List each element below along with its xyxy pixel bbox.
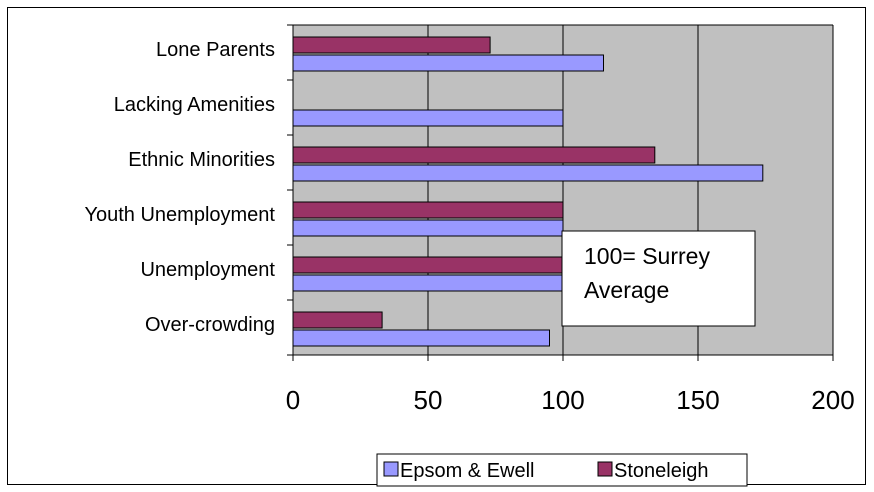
category-label-lone-parents: Lone Parents	[156, 39, 275, 61]
legend-box	[376, 453, 748, 487]
annotation-line-2: Average	[584, 277, 669, 303]
x-tick-label-50: 50	[414, 385, 443, 415]
bar-stoneleigh-ethnic-minorities	[292, 146, 656, 164]
bar-epsom-ewell-lacking-amenities	[292, 109, 564, 127]
legend: Epsom & Ewell Stoneleigh	[376, 453, 748, 487]
annotation-box: 100= Surrey Average	[561, 230, 756, 327]
legend-swatch-stoneleigh	[597, 461, 613, 477]
bar-epsom-ewell-unemployment	[292, 274, 564, 292]
bar-stoneleigh-unemployment	[292, 256, 564, 274]
legend-label-stoneleigh: Stoneleigh	[614, 460, 709, 482]
category-label-over-crowding: Over-crowding	[145, 314, 275, 336]
bar-epsom-ewell-ethnic-minorities	[292, 164, 764, 182]
axes	[287, 24, 834, 361]
x-tick-label-200: 200	[811, 385, 854, 415]
x-tick-label-0: 0	[286, 385, 300, 415]
x-tick-label-100: 100	[541, 385, 584, 415]
bar-epsom-ewell-youth-unemployment	[292, 219, 564, 237]
annotation-line-1: 100= Surrey	[584, 243, 710, 269]
category-label-ethnic-minorities: Ethnic Minorities	[128, 149, 275, 171]
bars	[292, 36, 764, 347]
bar-stoneleigh-over-crowding	[292, 311, 383, 329]
category-label-youth-unemployment: Youth Unemployment	[85, 204, 276, 226]
category-label-lacking-amenities: Lacking Amenities	[114, 94, 275, 116]
x-tick-labels: 0 50 100 150 200	[286, 385, 855, 415]
bar-stoneleigh-youth-unemployment	[292, 201, 564, 219]
legend-label-epsom-ewell: Epsom & Ewell	[400, 460, 535, 482]
bar-stoneleigh-lone-parents	[292, 36, 491, 54]
legend-swatch-epsom-ewell	[383, 461, 399, 477]
bar-epsom-ewell-over-crowding	[292, 329, 550, 347]
category-label-unemployment: Unemployment	[140, 259, 275, 281]
category-labels: Lone Parents Lacking Amenities Ethnic Mino…	[85, 39, 276, 336]
bar-epsom-ewell-lone-parents	[292, 54, 604, 72]
x-tick-label-150: 150	[676, 385, 719, 415]
